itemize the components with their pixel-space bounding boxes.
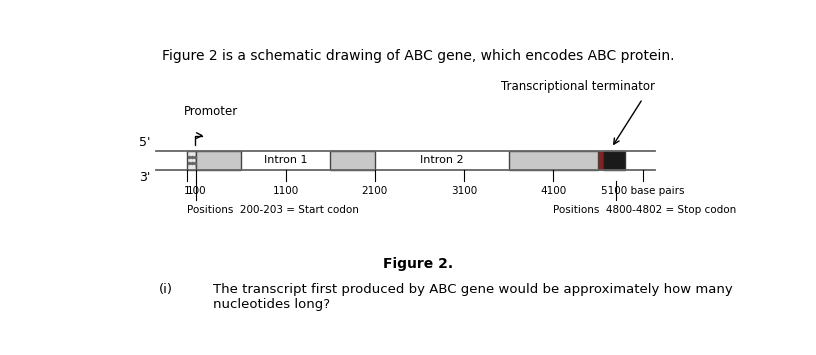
Text: Figure 2.: Figure 2.	[384, 257, 453, 271]
Text: 5': 5'	[140, 136, 151, 149]
Text: 3': 3'	[140, 171, 151, 184]
Text: Positions  4800-4802 = Stop codon: Positions 4800-4802 = Stop codon	[553, 205, 737, 215]
Text: 2100: 2100	[361, 186, 388, 196]
Text: 100: 100	[186, 186, 206, 196]
Text: Positions  200-203 = Start codon: Positions 200-203 = Start codon	[188, 205, 359, 215]
Text: 5100 base pairs: 5100 base pairs	[601, 186, 685, 196]
Text: 1: 1	[184, 186, 191, 196]
Bar	[602, 151, 625, 170]
Text: (i): (i)	[159, 283, 173, 296]
Bar	[508, 151, 598, 170]
Bar	[188, 151, 196, 170]
Bar	[196, 151, 241, 170]
Text: 1100: 1100	[273, 186, 299, 196]
Text: 4100: 4100	[540, 186, 566, 196]
Text: Intron 1: Intron 1	[264, 155, 308, 165]
Text: Intron 2: Intron 2	[420, 155, 463, 165]
Text: 3100: 3100	[451, 186, 477, 196]
Text: Figure 2 is a schematic drawing of ABC gene, which encodes ABC protein.: Figure 2 is a schematic drawing of ABC g…	[162, 49, 675, 64]
Text: The transcript first produced by ABC gene would be approximately how many
nucleo: The transcript first produced by ABC gen…	[213, 283, 733, 311]
Bar	[598, 151, 602, 170]
Text: Transcriptional terminator: Transcriptional terminator	[501, 80, 655, 93]
Bar	[330, 151, 375, 170]
Text: Promoter: Promoter	[184, 105, 238, 118]
